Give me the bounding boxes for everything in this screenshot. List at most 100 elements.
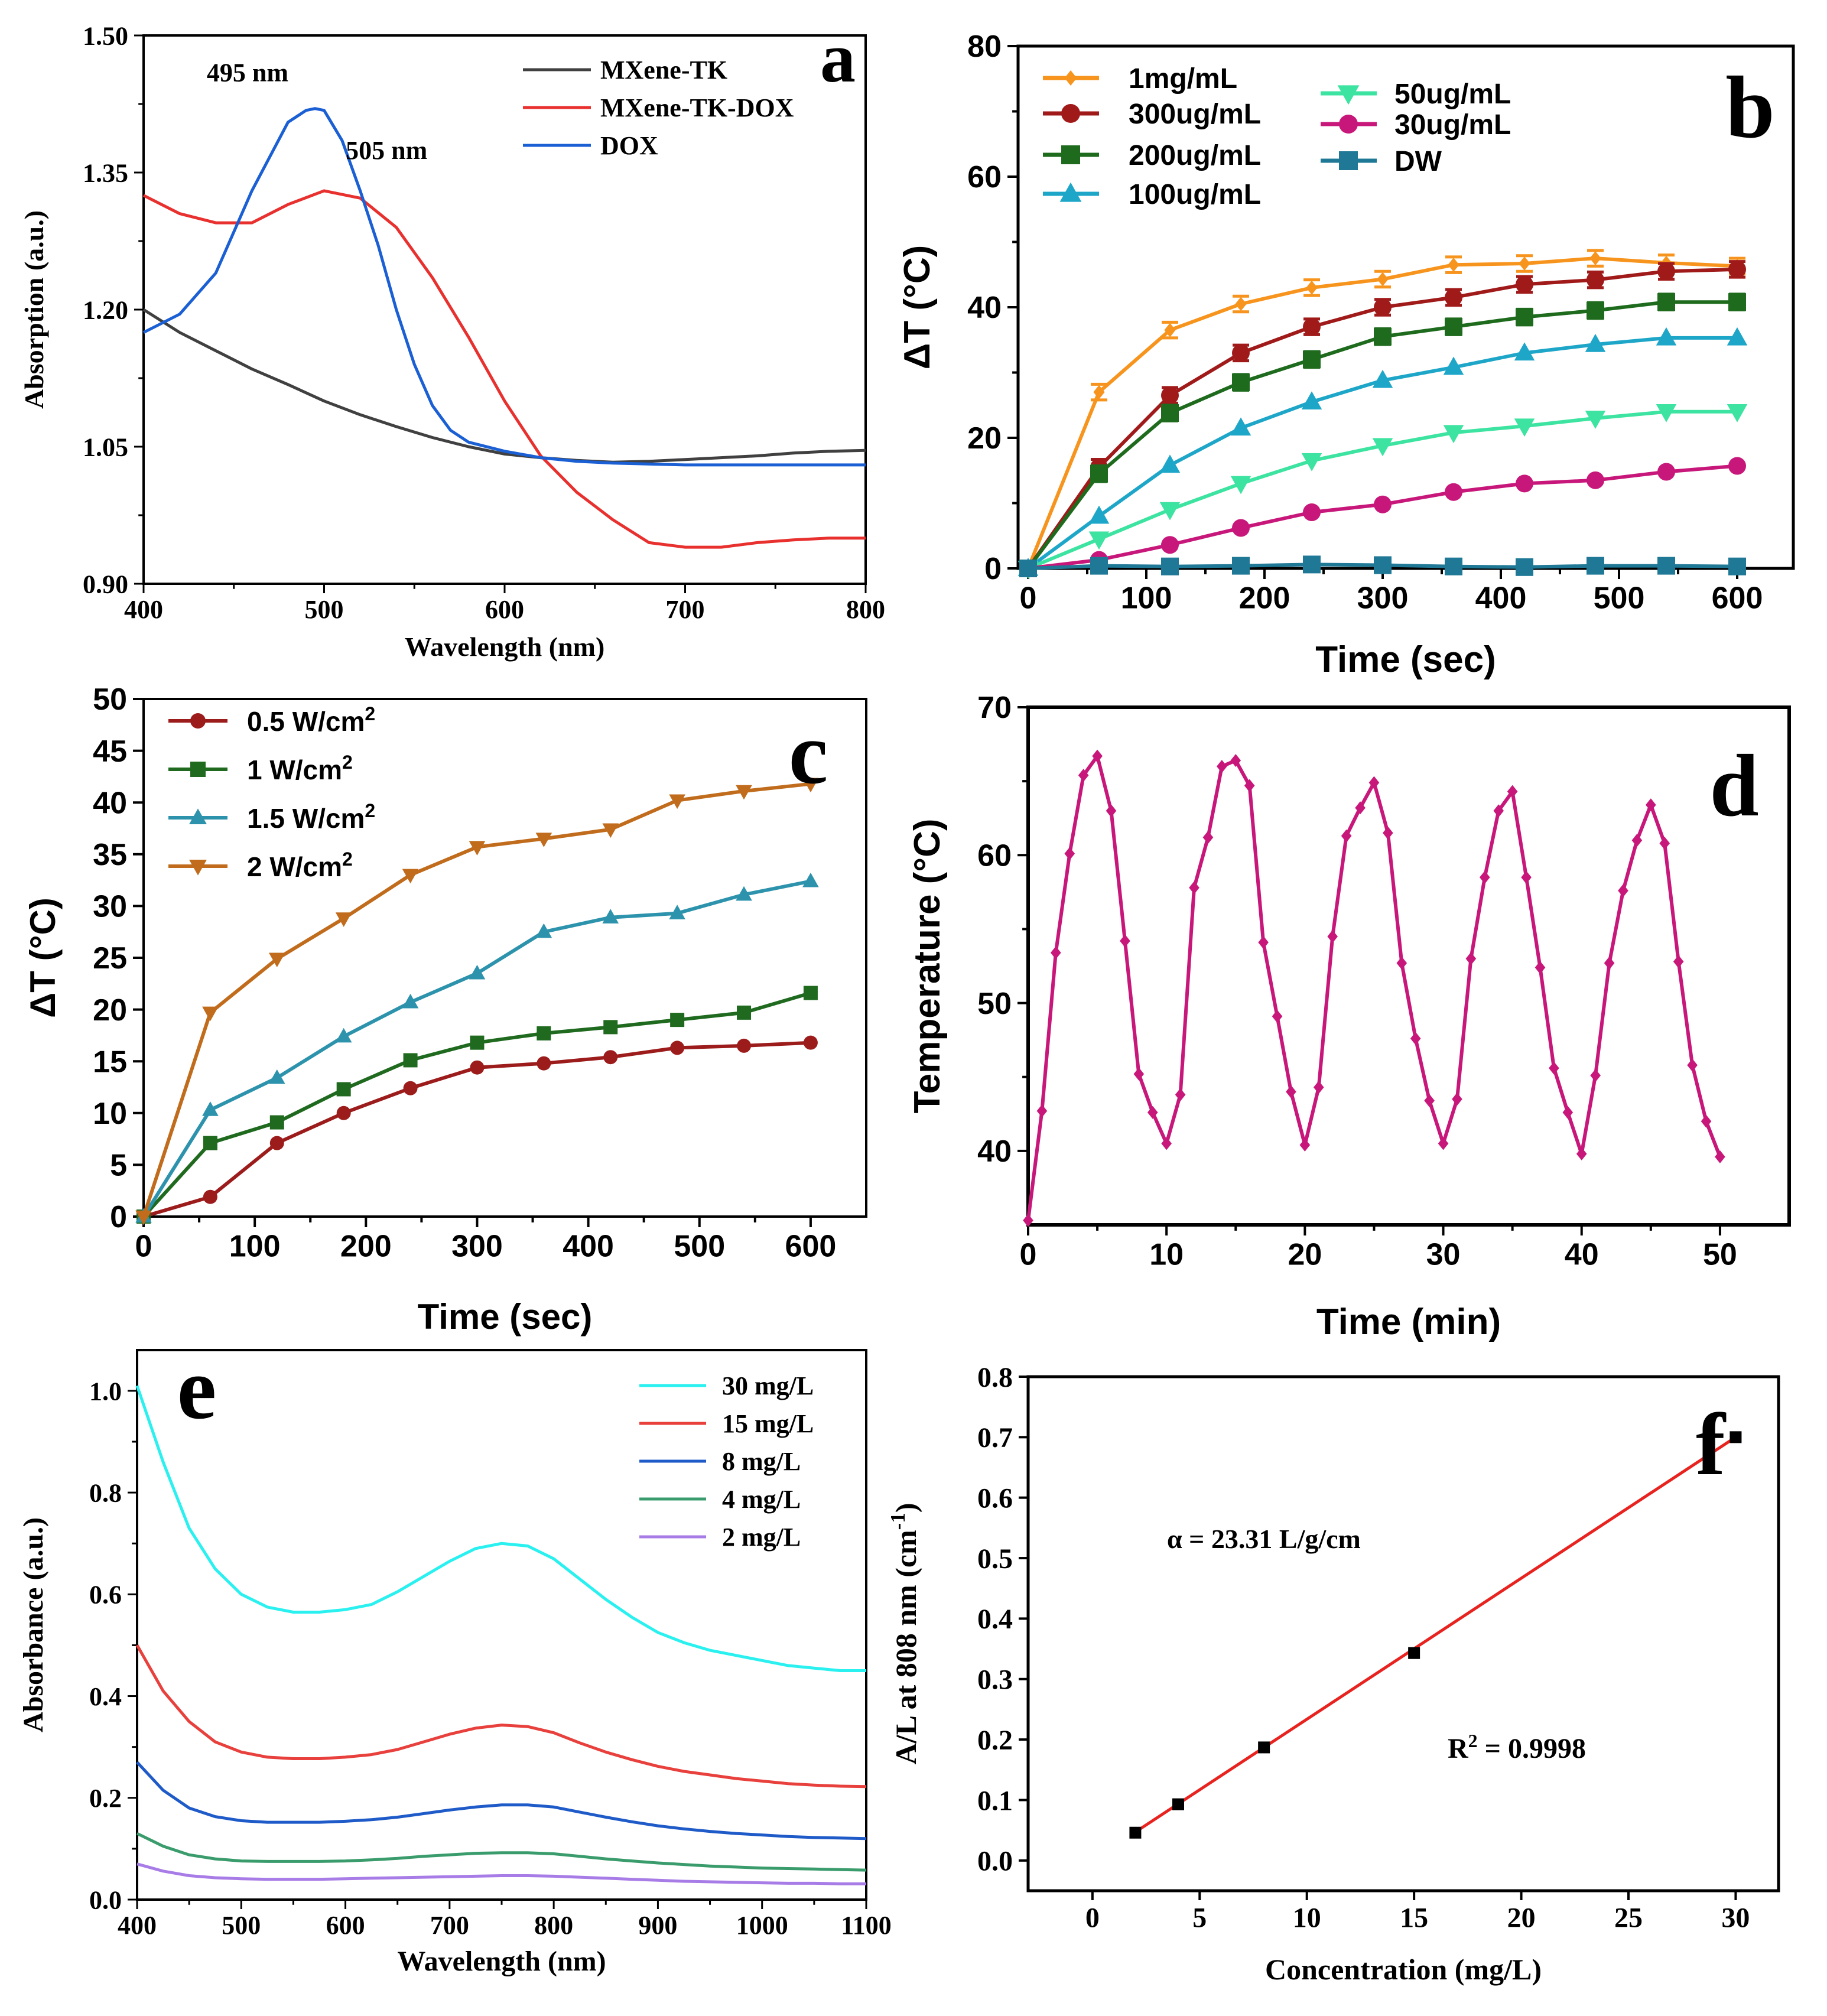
data-point bbox=[1064, 847, 1075, 860]
data-point bbox=[1303, 503, 1321, 521]
legend-label: 300ug/mL bbox=[1129, 99, 1261, 130]
text-span: 2 W/cm bbox=[247, 851, 342, 882]
data-point bbox=[1303, 318, 1321, 336]
data-point bbox=[1519, 256, 1530, 271]
legend-label: 15 mg/L bbox=[722, 1409, 814, 1438]
data-point bbox=[1521, 870, 1532, 884]
x-tick-label: 600 bbox=[326, 1911, 365, 1940]
data-point bbox=[1657, 293, 1675, 311]
data-point bbox=[1372, 369, 1393, 388]
legend-label: 1 W/cm2 bbox=[247, 752, 353, 785]
legend-label: 1mg/mL bbox=[1129, 63, 1237, 95]
x-tick-label: 100 bbox=[229, 1229, 281, 1263]
data-point bbox=[1480, 870, 1490, 884]
data-point bbox=[802, 778, 819, 793]
x-tick-label: 300 bbox=[1357, 581, 1409, 615]
x-tick-label: 25 bbox=[1614, 1903, 1643, 1934]
data-point bbox=[1244, 779, 1255, 792]
data-point bbox=[1235, 297, 1247, 311]
plot-frame bbox=[1026, 1375, 1780, 1893]
data-point bbox=[1161, 404, 1179, 422]
x-tick-label: 400 bbox=[118, 1911, 157, 1940]
data-point bbox=[470, 1035, 485, 1050]
y-tick-label: 0.2 bbox=[89, 1784, 122, 1813]
series-line bbox=[136, 1761, 867, 1841]
data-point bbox=[1258, 935, 1269, 949]
panel-c: 0 100 200 300 400 500 600 0 5 10 15 20 25 30 35 40 45 50 T… bbox=[23, 682, 867, 1337]
data-point bbox=[737, 1038, 752, 1053]
data-point bbox=[537, 1026, 551, 1040]
x-tick-label: 500 bbox=[222, 1911, 261, 1940]
data-point bbox=[1374, 556, 1392, 574]
legend-label: 50ug/mL bbox=[1394, 79, 1511, 110]
plot-frame bbox=[1026, 705, 1791, 1227]
data-point bbox=[335, 912, 352, 927]
y-tick-label: 45 bbox=[93, 734, 127, 769]
data-point bbox=[1019, 560, 1037, 577]
panel-letter: d bbox=[1709, 737, 1758, 835]
y-tick-label: 0.6 bbox=[89, 1581, 122, 1609]
data-point bbox=[1133, 1067, 1145, 1081]
data-point bbox=[1445, 318, 1462, 336]
y-tick-label: 50 bbox=[977, 987, 1012, 1021]
data-point bbox=[1313, 1081, 1324, 1094]
panel-letter: a bbox=[820, 18, 856, 97]
data-point bbox=[1090, 557, 1108, 575]
y-axis-label: Temperature (°C) bbox=[907, 818, 948, 1113]
y-tick-label: 0.0 bbox=[977, 1846, 1013, 1877]
data-point bbox=[1443, 425, 1464, 444]
data-point bbox=[602, 909, 619, 924]
y-tick-label: 5 bbox=[110, 1149, 127, 1183]
data-point bbox=[1161, 536, 1179, 554]
x-tick-label: 15 bbox=[1400, 1903, 1428, 1934]
x-tick-label: 800 bbox=[534, 1911, 573, 1940]
x-axis-label: Wavelength (nm) bbox=[405, 632, 605, 662]
data-point bbox=[1673, 955, 1684, 968]
y-axis-label: A/L at 808 nm (cm-1) bbox=[886, 1503, 923, 1764]
data-point bbox=[336, 1105, 351, 1120]
y-axis-label: Absorption (a.u.) bbox=[19, 210, 49, 409]
x-tick-label: 30 bbox=[1426, 1237, 1461, 1272]
data-point bbox=[1587, 271, 1604, 289]
y-axis-label: ΔT (°C) bbox=[23, 898, 63, 1018]
y-tick-label: 30 bbox=[93, 890, 127, 924]
y-tick-label: 40 bbox=[967, 291, 1002, 325]
data-point bbox=[1175, 1088, 1186, 1101]
text-span: A/L at 808 nm (cm bbox=[889, 1530, 922, 1764]
y-tick-label: 20 bbox=[967, 421, 1002, 456]
data-point bbox=[802, 872, 819, 887]
legend-label: 30 mg/L bbox=[722, 1371, 814, 1400]
data-point bbox=[535, 923, 552, 938]
data-point bbox=[1516, 308, 1533, 326]
y-tick-label: 20 bbox=[93, 993, 127, 1027]
data-point bbox=[403, 1081, 418, 1095]
text-span: ) bbox=[889, 1503, 922, 1513]
data-point bbox=[403, 1053, 418, 1068]
data-point bbox=[737, 1005, 752, 1020]
y-tick-label: 0 bbox=[110, 1200, 127, 1234]
y-tick-label: 0.4 bbox=[977, 1604, 1013, 1635]
data-point bbox=[203, 1189, 217, 1204]
data-point bbox=[1372, 438, 1393, 457]
y-axis-label: ΔT (°C) bbox=[897, 245, 938, 370]
data-point bbox=[202, 1006, 219, 1022]
text-span: 0.5 W/cm bbox=[247, 706, 365, 737]
x-axis-label: Time (sec) bbox=[1315, 639, 1496, 680]
data-point bbox=[135, 1210, 152, 1225]
x-tick-label: 0 bbox=[1020, 581, 1037, 615]
data-point bbox=[1301, 391, 1322, 409]
legend-label: 2 W/cm2 bbox=[247, 848, 353, 882]
data-point bbox=[669, 794, 685, 809]
data-point bbox=[1120, 934, 1130, 948]
y-tick-label: 70 bbox=[977, 691, 1012, 725]
text-span: 2 bbox=[365, 800, 375, 821]
data-point bbox=[1299, 1138, 1311, 1152]
data-point bbox=[1051, 946, 1061, 960]
data-point bbox=[269, 1115, 284, 1130]
legend-marker bbox=[1061, 104, 1080, 123]
x-tick-label: 100 bbox=[1121, 581, 1172, 615]
data-point bbox=[1093, 385, 1105, 399]
series-line bbox=[142, 189, 866, 549]
data-point bbox=[1172, 1798, 1184, 1810]
series-line bbox=[135, 1644, 867, 1789]
